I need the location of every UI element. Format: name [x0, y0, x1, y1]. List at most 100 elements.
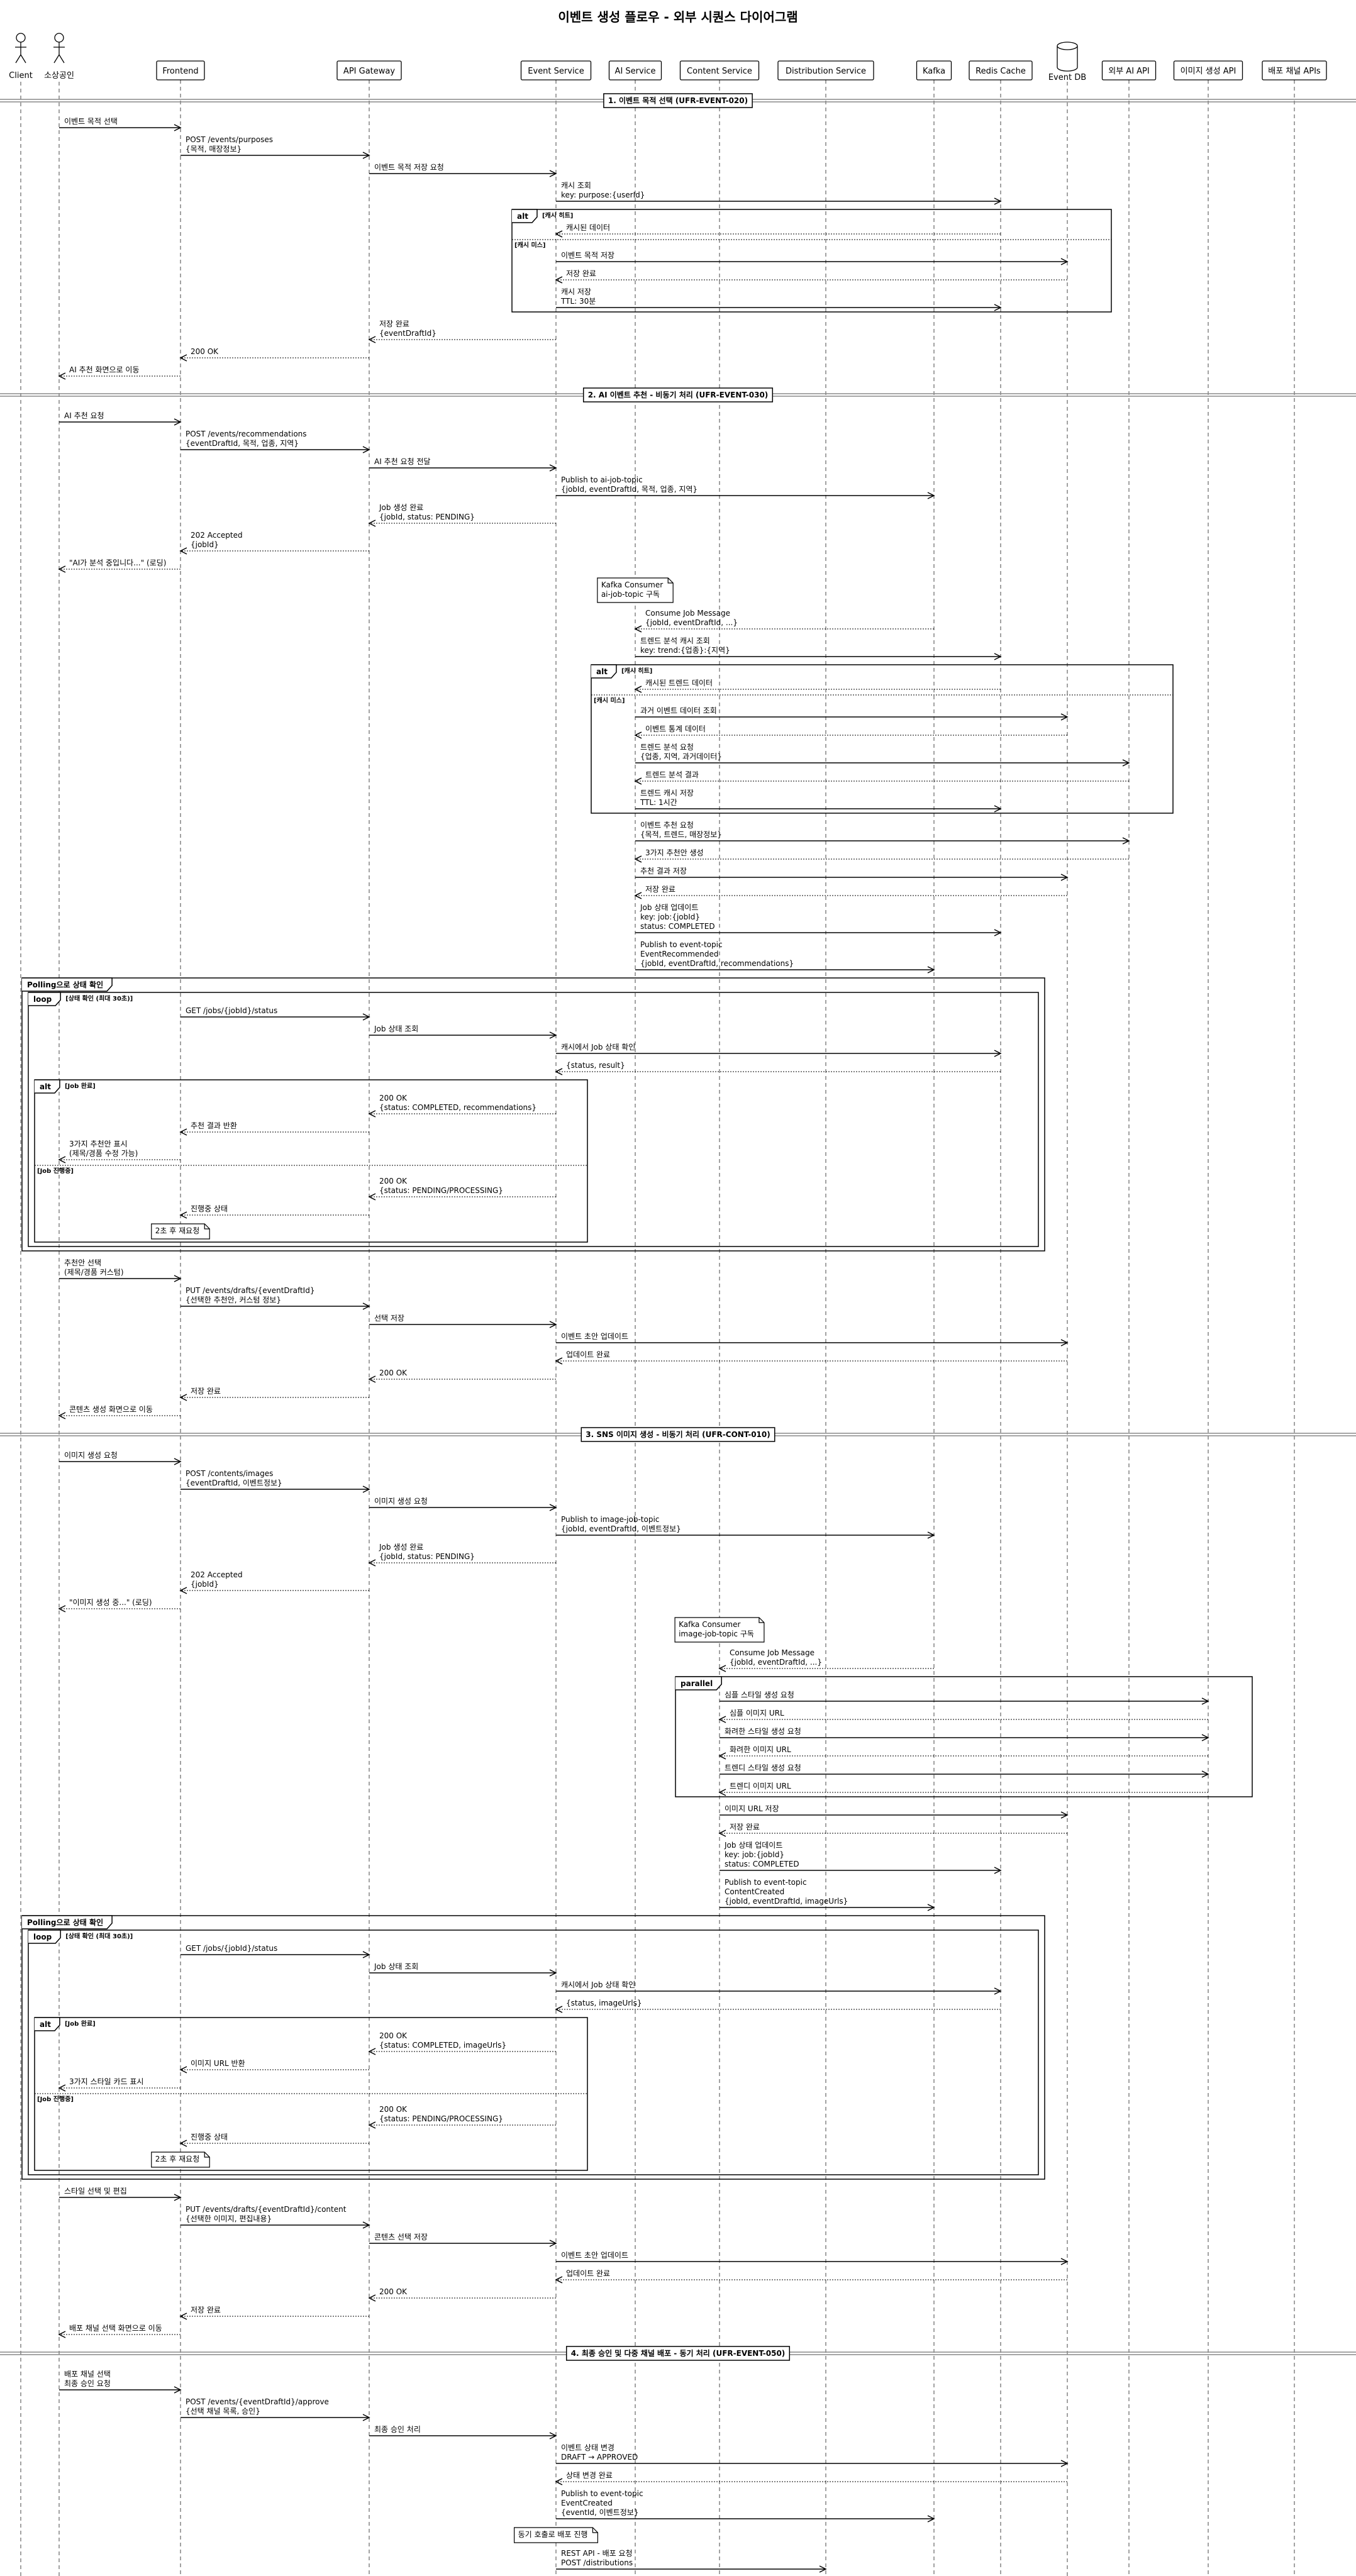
message: 이벤트 추천 요청{목적, 트렌드, 매장정보} — [635, 820, 1130, 845]
message-label: EventCreated — [561, 2499, 613, 2507]
return-message: 3가지 스타일 카드 표시 — [58, 2077, 181, 2092]
arrowhead-icon — [58, 1412, 66, 1419]
message-label: 캐시에서 Job 상태 확인 — [561, 1980, 635, 1989]
message-label: "이미지 생성 중..." (로딩) — [69, 1598, 152, 1607]
fragment-condition: [캐시 히트] — [542, 211, 573, 219]
arrowhead-icon — [549, 464, 557, 472]
message-label: "AI가 분석 중입니다..." (로딩) — [69, 558, 166, 567]
message-label: 트렌드 분석 결과 — [645, 770, 699, 779]
return-message: 202 Accepted{jobId} — [179, 531, 369, 555]
arrowhead-icon — [368, 2294, 376, 2302]
message-label: 이벤트 통계 데이터 — [645, 724, 706, 733]
message-label: {status: PENDING/PROCESSING} — [379, 1186, 503, 1195]
arrowhead-icon — [927, 492, 935, 499]
message-label: 이벤트 추천 요청 — [640, 820, 694, 830]
message: AI 추천 요청 전달 — [369, 457, 557, 472]
message-label: 화려한 이미지 URL — [730, 1745, 791, 1754]
participant-label: Client — [9, 71, 33, 80]
return-message: 200 OK — [368, 1368, 556, 1383]
arrowhead-icon — [362, 1485, 370, 1493]
message: AI 추천 요청 — [59, 411, 182, 426]
return-message: 202 Accepted{jobId} — [179, 1570, 369, 1594]
note-text: Kafka Consumer — [601, 580, 663, 589]
arrowhead-icon — [362, 446, 370, 453]
participant-box — [520, 60, 592, 80]
message: 이미지 생성 요청 — [59, 1451, 182, 1465]
fragment-tab — [22, 1915, 113, 1929]
message-label: {목적, 트렌드, 매장정보} — [640, 830, 722, 839]
participant-label: 소상공인 — [44, 71, 74, 80]
participant-label: Event DB — [1048, 73, 1086, 82]
participant-label: AI Service — [615, 67, 656, 76]
arrowhead-icon — [1060, 874, 1069, 881]
participant-label: Event Service — [528, 67, 584, 76]
return-message: 트렌디 이미지 URL — [718, 1782, 1208, 1796]
arrowhead-icon — [1122, 837, 1130, 845]
arrowhead-icon — [368, 519, 376, 527]
arrowhead-icon — [994, 929, 1002, 936]
arrowhead-icon — [718, 1752, 726, 1760]
return-message: {status, imageUrls} — [555, 1999, 1001, 2013]
return-message: 트렌드 분석 결과 — [634, 770, 1129, 785]
fragment-tab — [591, 664, 617, 679]
note-text: 2초 후 재요청 — [155, 1226, 199, 1235]
message-label: 선택 저장 — [374, 1314, 404, 1323]
else-condition: [캐시 미스] — [594, 696, 625, 704]
arrowhead-icon — [994, 304, 1002, 311]
message-label: 이벤트 목적 저장 — [561, 251, 614, 260]
return-message: AI 추천 화면으로 이동 — [58, 365, 181, 380]
message-label: Publish to ai-job-topic — [561, 475, 643, 484]
message-label: {eventDraftId, 이벤트정보} — [186, 1479, 282, 1487]
arrowhead-icon — [174, 1275, 182, 1282]
fragment-loop: loop [상태 확인 (최대 30초)] — [28, 1929, 1039, 2175]
arrowhead-icon — [994, 1987, 1002, 1995]
arrowhead-icon — [555, 2478, 563, 2485]
arrowhead-icon — [634, 855, 642, 863]
message: POST /events/recommendations{eventDraftI… — [181, 430, 370, 453]
message: Publish to image-job-topic{jobId, eventD… — [556, 1515, 935, 1539]
message-label: 트렌드 캐시 저장 — [640, 789, 694, 797]
arrowhead-icon — [362, 2221, 370, 2229]
arrowhead-icon — [1060, 713, 1069, 721]
arrowhead-icon — [58, 1156, 66, 1163]
arrowhead-icon — [58, 565, 66, 573]
message-label: {jobId, status: PENDING} — [379, 513, 475, 521]
participant-label: 외부 AI API — [1108, 67, 1149, 76]
message-label: 저장 완료 — [730, 1823, 760, 1831]
return-message: 업데이트 완료 — [555, 2269, 1067, 2284]
return-message: 콘텐츠 생성 화면으로 이동 — [58, 1405, 181, 1419]
message-label: 스타일 선택 및 편집 — [64, 2187, 127, 2196]
participant-label: 배포 채널 APIs — [1268, 67, 1321, 76]
arrowhead-icon — [362, 1302, 370, 1310]
arrowhead-icon — [1060, 1811, 1069, 1819]
arrowhead-icon — [718, 1716, 726, 1723]
message-label: 추천 결과 저장 — [640, 866, 687, 875]
fragment-alt: alt [캐시 히트] [캐시 미스] — [511, 209, 1112, 313]
message: 이미지 생성 요청 — [369, 1497, 557, 1511]
participant-4: Event Service — [520, 60, 592, 80]
participant-7: Distribution Service — [777, 60, 874, 80]
return-message: Job 생성 완료{jobId, status: PENDING} — [368, 503, 556, 527]
message-label: POST /distributions — [561, 2558, 633, 2567]
message-label: 상태 변경 완료 — [566, 2471, 613, 2480]
fragment-tab — [28, 992, 61, 1006]
message-label: 캐시에서 Job 상태 확인 — [561, 1043, 635, 1052]
message-label: Job 상태 업데이트 — [724, 1841, 782, 1850]
return-message: 업데이트 완료 — [555, 1350, 1067, 1365]
note-text: Kafka Consumer — [679, 1620, 740, 1629]
arrowhead-icon — [1060, 1339, 1069, 1346]
message: GET /jobs/{jobId}/status — [181, 1006, 370, 1021]
message: 이벤트 목적 저장 요청 — [369, 163, 557, 177]
arrowhead-icon — [555, 1068, 563, 1075]
return-message: 이벤트 통계 데이터 — [634, 724, 1067, 739]
database-icon — [1057, 42, 1078, 72]
message: POST /contents/images{eventDraftId, 이벤트정… — [181, 1469, 370, 1493]
fragment-tab — [675, 1676, 722, 1690]
arrowhead-icon — [555, 2006, 563, 2013]
arrowhead-icon — [368, 1110, 376, 1118]
arrowhead-icon — [174, 418, 182, 426]
return-message: 3가지 추천안 표시(제목/경품 수정 가능) — [58, 1139, 181, 1163]
message-label: {jobId, eventDraftId, ...} — [730, 1658, 822, 1667]
